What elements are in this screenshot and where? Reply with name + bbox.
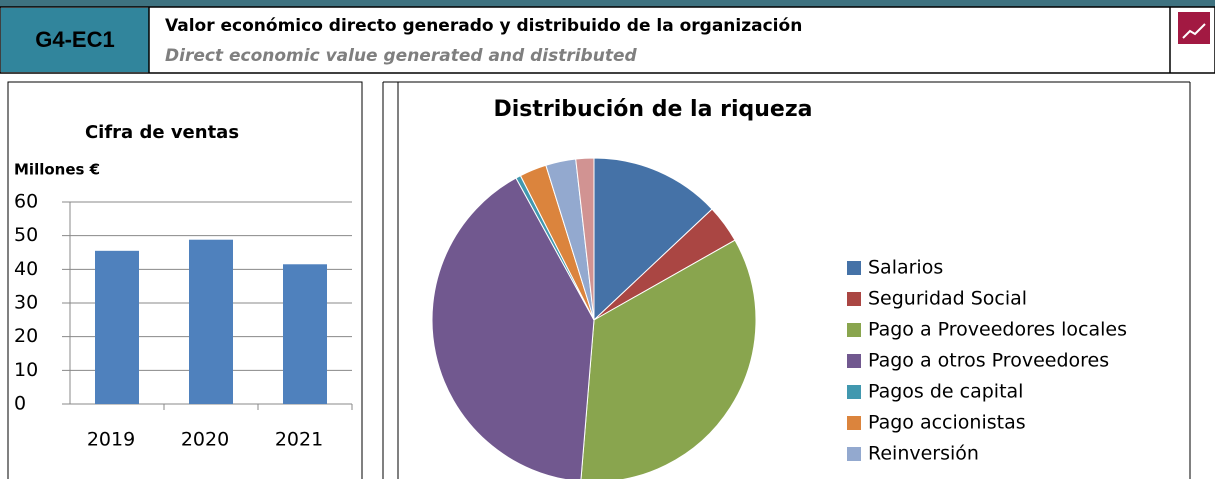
y-tick-label: 30 <box>14 292 38 314</box>
y-tick-label: 20 <box>14 325 38 347</box>
legend-swatch <box>847 323 861 337</box>
pie-slice <box>575 157 595 321</box>
legend-swatch <box>847 385 861 399</box>
legend-label: Salarios <box>868 257 943 279</box>
x-tick-label: 2020 <box>181 429 229 451</box>
bar <box>95 250 139 404</box>
legend-swatch <box>847 447 861 461</box>
x-tick-label: 2021 <box>275 429 323 451</box>
y-tick-label: 40 <box>14 258 38 280</box>
y-tick-label: 50 <box>14 224 38 246</box>
left-panel <box>7 81 363 479</box>
legend-label: Pagos de capital <box>868 381 1023 403</box>
legend-label: Pago a otros Proveedores <box>868 350 1109 372</box>
top-band <box>0 0 1215 7</box>
bar-chart: Cifra de ventas Millones € 0 10 20 30 40 50 60 20… <box>14 122 353 451</box>
bar <box>283 264 327 404</box>
code: G4-EC1 <box>35 27 114 52</box>
pie-chart: Distribución de la riqueza Salarios Seguri… <box>431 97 1127 479</box>
y-tick-label: 10 <box>14 359 38 381</box>
legend-swatch <box>847 261 861 275</box>
title: Valor económico directo generado y distr… <box>165 16 802 36</box>
code-cell <box>1 8 149 72</box>
axis-label: Millones € <box>14 161 100 179</box>
sdg-icon <box>1178 12 1210 44</box>
pie-slice <box>593 157 713 322</box>
legend-swatch <box>847 292 861 306</box>
bar <box>189 239 233 404</box>
header <box>0 6 1215 74</box>
chart-title: Cifra de ventas <box>85 122 239 143</box>
y-tick-label: 60 <box>14 191 38 213</box>
pie-slice <box>431 177 595 479</box>
legend-swatch <box>847 416 861 430</box>
subtitle: Direct economic value generated and dist… <box>165 46 637 66</box>
legend-label: Seguridad Social <box>868 288 1027 310</box>
chart-title: Distribución de la riqueza <box>494 97 813 122</box>
y-tick-label: 0 <box>14 393 26 415</box>
legend-swatch <box>847 354 861 368</box>
legend-label: Pago accionistas <box>868 412 1026 434</box>
legend-label: Pago a Proveedores locales <box>868 319 1127 341</box>
legend-label: Reinversión <box>868 443 979 465</box>
x-tick-label: 2019 <box>87 429 135 451</box>
